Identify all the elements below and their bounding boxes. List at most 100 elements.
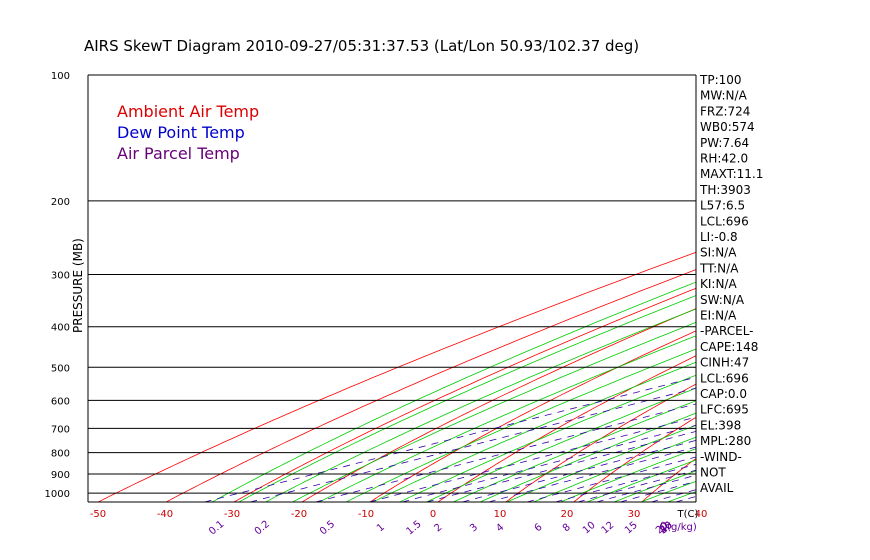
mixing-ratio-label: 12 [600,520,617,537]
stat-10: LI:-0.8 [700,230,738,244]
mixing-ratio-label: 1.5 [404,519,423,538]
stat-26: AVAIL [700,481,734,495]
bottom-tick-label: 20 [561,509,574,520]
stat-19: LCL:696 [700,371,749,385]
moist-adiabat [829,75,870,502]
stat-1: MW:N/A [700,89,748,103]
y-axis-label: PRESSURE (MB) [71,238,85,333]
bottom-axis-unit: T(C) [677,509,699,520]
pressure-tick-900: 900 [51,470,70,481]
pressure-tick-1000: 1000 [45,489,70,500]
bottom-tick-label: 30 [628,509,641,520]
dry-adiabat [573,416,696,502]
bottom-temperature-axis: -50 -40 -30 -20 -10 0 10 20 30 40T(C) 0.1 0.2 0.5 1 1.… [90,509,708,537]
ambient-air-temp-line [748,75,870,458]
mixing-ratio-label: 2 [432,522,444,535]
stat-22: EL:398 [700,418,741,432]
pressure-tick-700: 700 [51,424,70,435]
mixing-ratio-label: 3 [468,522,480,535]
mixing-ratio-label: 4 [494,522,506,535]
mixing-ratio-label: 1 [375,522,387,535]
moist-adiabat [748,75,870,502]
stat-20: CAP:0.0 [700,387,747,401]
moist-adiabat [426,387,696,502]
pressure-tick-600: 600 [51,396,70,407]
moist-adiabat [319,335,696,502]
moist-adiabat [855,75,870,502]
stat-5: RH:42.0 [700,152,748,166]
mixing-ratio-line [402,424,696,502]
moist-adiabat [587,459,696,502]
pressure-tick-400: 400 [51,323,70,334]
cape-area [809,348,870,428]
moist-adiabat [640,480,696,502]
bottom-tick-label: 0 [430,509,436,520]
dry-adiabat [369,330,696,502]
bottom-tick-label: -50 [90,509,106,520]
mixing-ratio-line [204,376,696,502]
moist-adiabat [399,374,696,502]
pressure-tick-200: 200 [51,197,70,208]
mixing-ratio-label: 0.1 [207,519,226,538]
pressure-tick-800: 800 [51,449,70,460]
pressure-tick-500: 500 [51,363,70,374]
dry-adiabat [641,457,696,502]
stat-9: LCL:696 [700,214,749,228]
stat-11: SI:N/A [700,246,737,260]
mixing-ratio-label: 8 [561,522,573,535]
stat-17: CAPE:148 [700,340,758,354]
stat-3: WB0:574 [700,120,755,134]
stat-4: PW:7.64 [700,136,749,150]
legend-dew-point-temp: Dew Point Temp [117,123,245,142]
moist-adiabat [775,75,870,502]
stat-21: LFC:695 [700,403,749,417]
moist-adiabat [211,281,696,502]
stat-0: TP:100 [699,73,742,87]
stat-2: FRZ:724 [700,104,750,118]
stat-18: CINH:47 [700,356,749,370]
chart-title: AIRS SkewT Diagram 2010-09-27/05:31:37.5… [84,37,639,55]
moist-adiabat [802,75,870,502]
mixing-ratio-label: 10 [581,520,598,537]
moist-adiabat [345,348,696,502]
pressure-tick-300: 300 [51,271,70,282]
mixing-ratio-label: 15 [623,520,640,537]
stat-14: SW:N/A [700,293,745,307]
moist-adiabat [453,400,696,502]
moist-adiabat [533,436,696,502]
stat-24: -WIND- [700,450,742,464]
bottom-tick-label: 10 [494,509,507,520]
dry-adiabat [437,355,696,502]
stat-8: L57:6.5 [700,199,745,213]
bottom-tick-label: -40 [157,509,173,520]
stat-23: MPL:280 [700,434,751,448]
stat-6: MAXT:11.1 [700,167,763,181]
stat-25: NOT [700,466,726,480]
mixing-ratio-line [488,446,696,502]
bottom-tick-label: 40 [695,509,708,520]
mixing-ratio-line [426,430,696,502]
bottom-tick-label: -10 [358,509,374,520]
pressure-tick-100: 100 [51,71,70,82]
stat-16: -PARCEL- [700,324,754,338]
dry-adiabat [233,287,696,502]
moist-adiabat [479,412,696,502]
mixing-ratio-line [527,456,696,502]
dry-adiabat [778,75,870,502]
bottom-tick-label: -30 [224,509,240,520]
background-grid [97,75,870,502]
cape-hatch [809,348,870,428]
legend: Ambient Air Temp Dew Point Temp Air Parc… [117,102,259,163]
mixing-ratio-line [369,416,696,502]
moist-adiabat [560,448,696,502]
dry-adiabat [97,251,696,502]
stat-7: TH:3903 [699,183,751,197]
dry-adiabat [301,308,696,502]
mixing-ratio-label: 0.2 [253,519,272,538]
dry-adiabat [505,383,696,502]
legend-ambient-air-temp: Ambient Air Temp [117,102,259,121]
stat-13: KI:N/A [700,277,737,291]
moist-adiabat [506,424,696,502]
pressure-axis: 100 200 300 400 500 600 700 800 900 1000 [45,71,70,500]
